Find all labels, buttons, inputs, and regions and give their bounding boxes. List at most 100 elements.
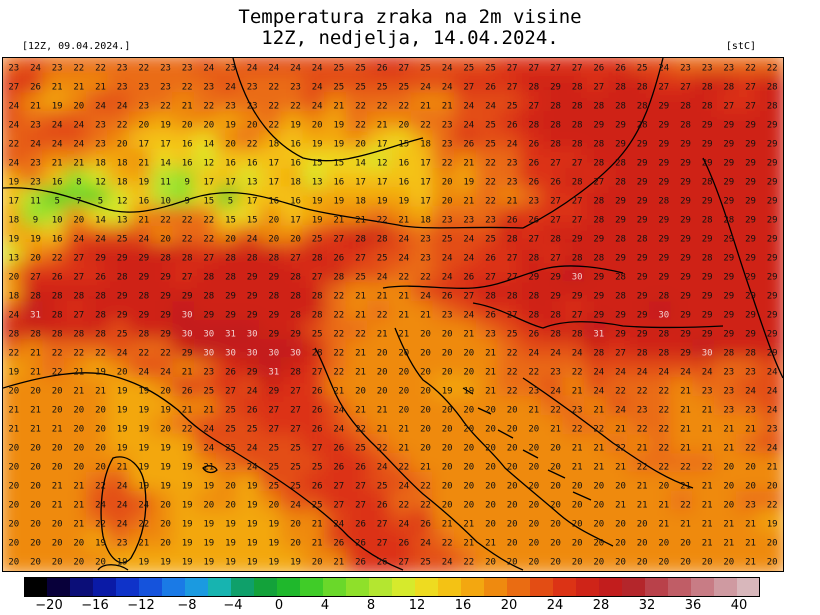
temperature-value: 20 — [550, 463, 561, 473]
temperature-value: 20 — [528, 539, 539, 549]
italy-adriatic-coast — [314, 347, 524, 571]
temperature-value: 29 — [702, 292, 713, 302]
temperature-value: 24 — [203, 64, 214, 74]
temperature-value: 23 — [572, 406, 583, 416]
temperature-value: 25 — [333, 64, 344, 74]
temperature-value: 22 — [658, 444, 669, 454]
temperature-value: 20 — [637, 520, 648, 530]
temperature-value: 21 — [182, 406, 193, 416]
temperature-value: 16 — [52, 178, 63, 188]
temperature-value: 21 — [680, 425, 691, 435]
temperature-value: 23 — [463, 216, 474, 226]
temperature-value: 21 — [485, 539, 496, 549]
map-title: Temperatura zraka na 2m visine — [238, 6, 582, 28]
temperature-value: 24 — [420, 292, 431, 302]
temperature-value: 29 — [745, 140, 756, 150]
temperature-value: 20 — [30, 539, 41, 549]
temperature-value: 27 — [203, 254, 214, 264]
temperature-value: 29 — [247, 311, 258, 321]
temperature-value: 26 — [528, 178, 539, 188]
temperature-value: 29 — [637, 140, 648, 150]
temperature-value: 21 — [30, 368, 41, 378]
temperature-value: 21 — [30, 406, 41, 416]
temperature-value: 22 — [485, 197, 496, 207]
temperature-value: 28 — [52, 311, 63, 321]
temperature-value: 20 — [290, 235, 301, 245]
temperature-value: 21 — [30, 102, 41, 112]
temperature-value: 30 — [268, 349, 279, 359]
temperature-value: 26 — [312, 425, 323, 435]
temperature-value: 20 — [30, 444, 41, 454]
temperature-value: 29 — [615, 254, 626, 264]
temperature-value: 30 — [572, 273, 583, 283]
temperature-value: 29 — [745, 273, 756, 283]
temperature-value: 28 — [528, 121, 539, 131]
temperature-value: 19 — [377, 197, 388, 207]
temperature-value: 20 — [485, 501, 496, 511]
temperature-value: 27 — [723, 102, 734, 112]
temperature-value: 21 — [355, 349, 366, 359]
temperature-value: 27 — [333, 501, 344, 511]
temperature-value: 29 — [767, 254, 778, 264]
temperature-value: 28 — [52, 330, 63, 340]
temperature-value: 23 — [702, 64, 713, 74]
temperature-value: 21 — [420, 311, 431, 321]
temperature-value: 29 — [658, 121, 669, 131]
temperature-value: 22 — [420, 273, 431, 283]
temperature-value: 28 — [30, 292, 41, 302]
temperature-value: 21 — [723, 425, 734, 435]
temperature-value: 29 — [268, 273, 279, 283]
legend-swatch — [231, 577, 255, 597]
temperature-value: 20 — [73, 216, 84, 226]
temperature-value: 29 — [117, 254, 128, 264]
elba-island — [202, 465, 218, 474]
temperature-value: 21 — [8, 425, 19, 435]
temperature-value: 20 — [95, 558, 106, 568]
temperature-value: 19 — [138, 482, 149, 492]
temperature-value: 29 — [745, 159, 756, 169]
temperature-value: 20 — [377, 349, 388, 359]
temperature-value: 19 — [117, 406, 128, 416]
temperature-value: 21 — [485, 368, 496, 378]
temperature-value: 19 — [8, 235, 19, 245]
temperature-value: 24 — [485, 102, 496, 112]
temperature-value: 28 — [637, 121, 648, 131]
temperature-value: 20 — [485, 463, 496, 473]
temperature-value: 22 — [680, 501, 691, 511]
temperature-value: 21 — [680, 482, 691, 492]
temperature-value: 24 — [550, 387, 561, 397]
temperature-value: 21 — [702, 425, 713, 435]
temperature-value: 27 — [8, 83, 19, 93]
temperature-value: 28 — [95, 330, 106, 340]
temperature-value: 31 — [268, 368, 279, 378]
temperature-value: 29 — [203, 311, 214, 321]
legend-tick-label: 28 — [592, 598, 610, 613]
temperature-value: 29 — [637, 292, 648, 302]
temperature-value: 23 — [30, 159, 41, 169]
temperature-value: 21 — [745, 520, 756, 530]
temperature-value: 29 — [767, 311, 778, 321]
temperature-value: 29 — [702, 235, 713, 245]
temperature-value: 20 — [117, 140, 128, 150]
temperature-value: 25 — [290, 463, 301, 473]
temperature-value: 8 — [76, 178, 81, 188]
temperature-value: 12 — [95, 178, 106, 188]
temperature-value: 28 — [723, 349, 734, 359]
temperature-value: 28 — [572, 121, 583, 131]
temperature-value: 21 — [73, 83, 84, 93]
temperature-value: 26 — [225, 368, 236, 378]
legend-swatch — [438, 577, 462, 597]
temperature-value: 20 — [463, 368, 474, 378]
temperature-value: 28 — [550, 330, 561, 340]
temperature-value: 20 — [225, 501, 236, 511]
temperature-value: 25 — [117, 330, 128, 340]
temperature-value: 29 — [138, 254, 149, 264]
temperature-value: 20 — [507, 501, 518, 511]
temperature-value: 20 — [160, 425, 171, 435]
temperature-value: 20 — [442, 349, 453, 359]
temperature-value: 22 — [550, 406, 561, 416]
temperature-value: 29 — [723, 254, 734, 264]
temperature-value: 25 — [247, 425, 258, 435]
temperature-value: 19 — [203, 539, 214, 549]
temperature-value: 29 — [550, 292, 561, 302]
